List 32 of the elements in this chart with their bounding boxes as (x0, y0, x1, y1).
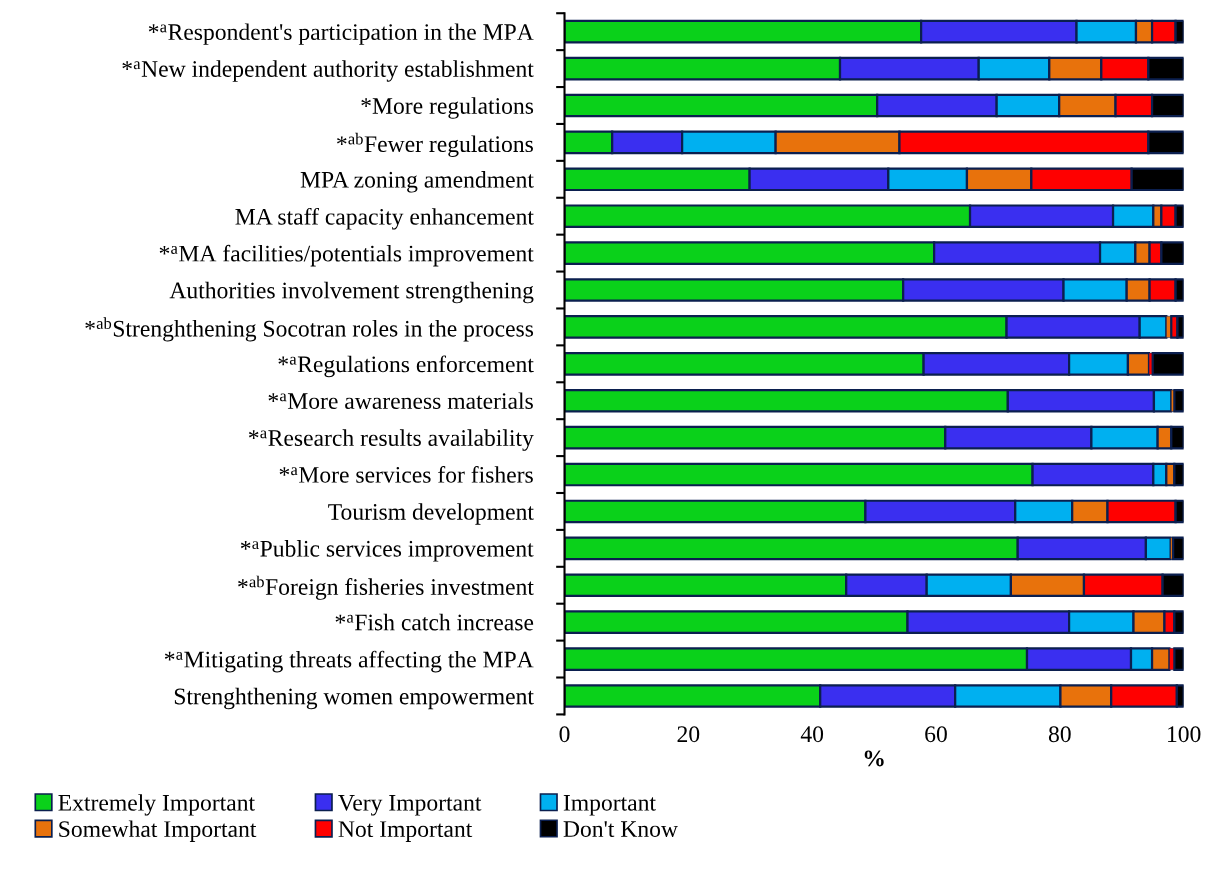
y-tick-label: Strenghthening women empowerment (174, 687, 534, 710)
x-tick-label: 40 (800, 726, 824, 743)
y-tick-label: *$^{a}$Public services improvement (240, 540, 534, 562)
y-tick-label: *$^{a}$MA facilities/potentials improvement (159, 244, 534, 267)
x-tick-label: 20 (677, 726, 700, 743)
x-tick-label: 100 (1168, 726, 1201, 743)
y-tick-label: *$^{a}$Respondent's participation in the MPA (148, 23, 534, 45)
legend-label: Very Important (338, 795, 482, 816)
y-tick-label: *More regulations (361, 97, 534, 119)
x-tick-label: 80 (1048, 726, 1071, 743)
legend-label: Extremely Important (58, 794, 255, 816)
legend-label: Don't Know (563, 821, 678, 838)
y-tick-label: MPA zoning amendment (300, 171, 534, 193)
y-tick-label: *$^{a}$Mitigating threats affecting the MPA (164, 650, 534, 673)
x-tick-label: 60 (925, 726, 947, 743)
x-tick-label: 0 (559, 726, 570, 743)
y-tick-label: *$^{a}$Fish catch increase (335, 613, 534, 631)
y-tick-label: *$^{ab}$Foreign fisheries investment (238, 575, 534, 600)
y-tick-label: *$^{a}$Regulations enforcement (278, 355, 534, 378)
y-tick-label: *$^{a}$New independent authority establishment (122, 60, 534, 82)
legend-label: Somewhat Important (59, 820, 257, 842)
y-tick-label: *$^{a}$Research results availability (248, 429, 534, 451)
y-tick-label: *$^{a}$More awareness materials (268, 392, 533, 410)
y-tick-label: Authorities involvement strengthening (169, 281, 534, 304)
y-tick-label: *$^{ab}$Fewer regulations (337, 132, 533, 157)
x-axis-title: % (864, 750, 884, 767)
y-tick-label: Tourism development (328, 503, 534, 525)
y-tick-label: MA staff capacity enhancement (235, 207, 534, 230)
legend-label: Not Important (338, 821, 473, 842)
legend-label: Important (563, 795, 656, 816)
y-tick-label: *$^{a}$More services for fishers (279, 465, 533, 483)
y-tick-label: *$^{ab}$Strenghthening Socotran roles in the process (85, 317, 534, 342)
